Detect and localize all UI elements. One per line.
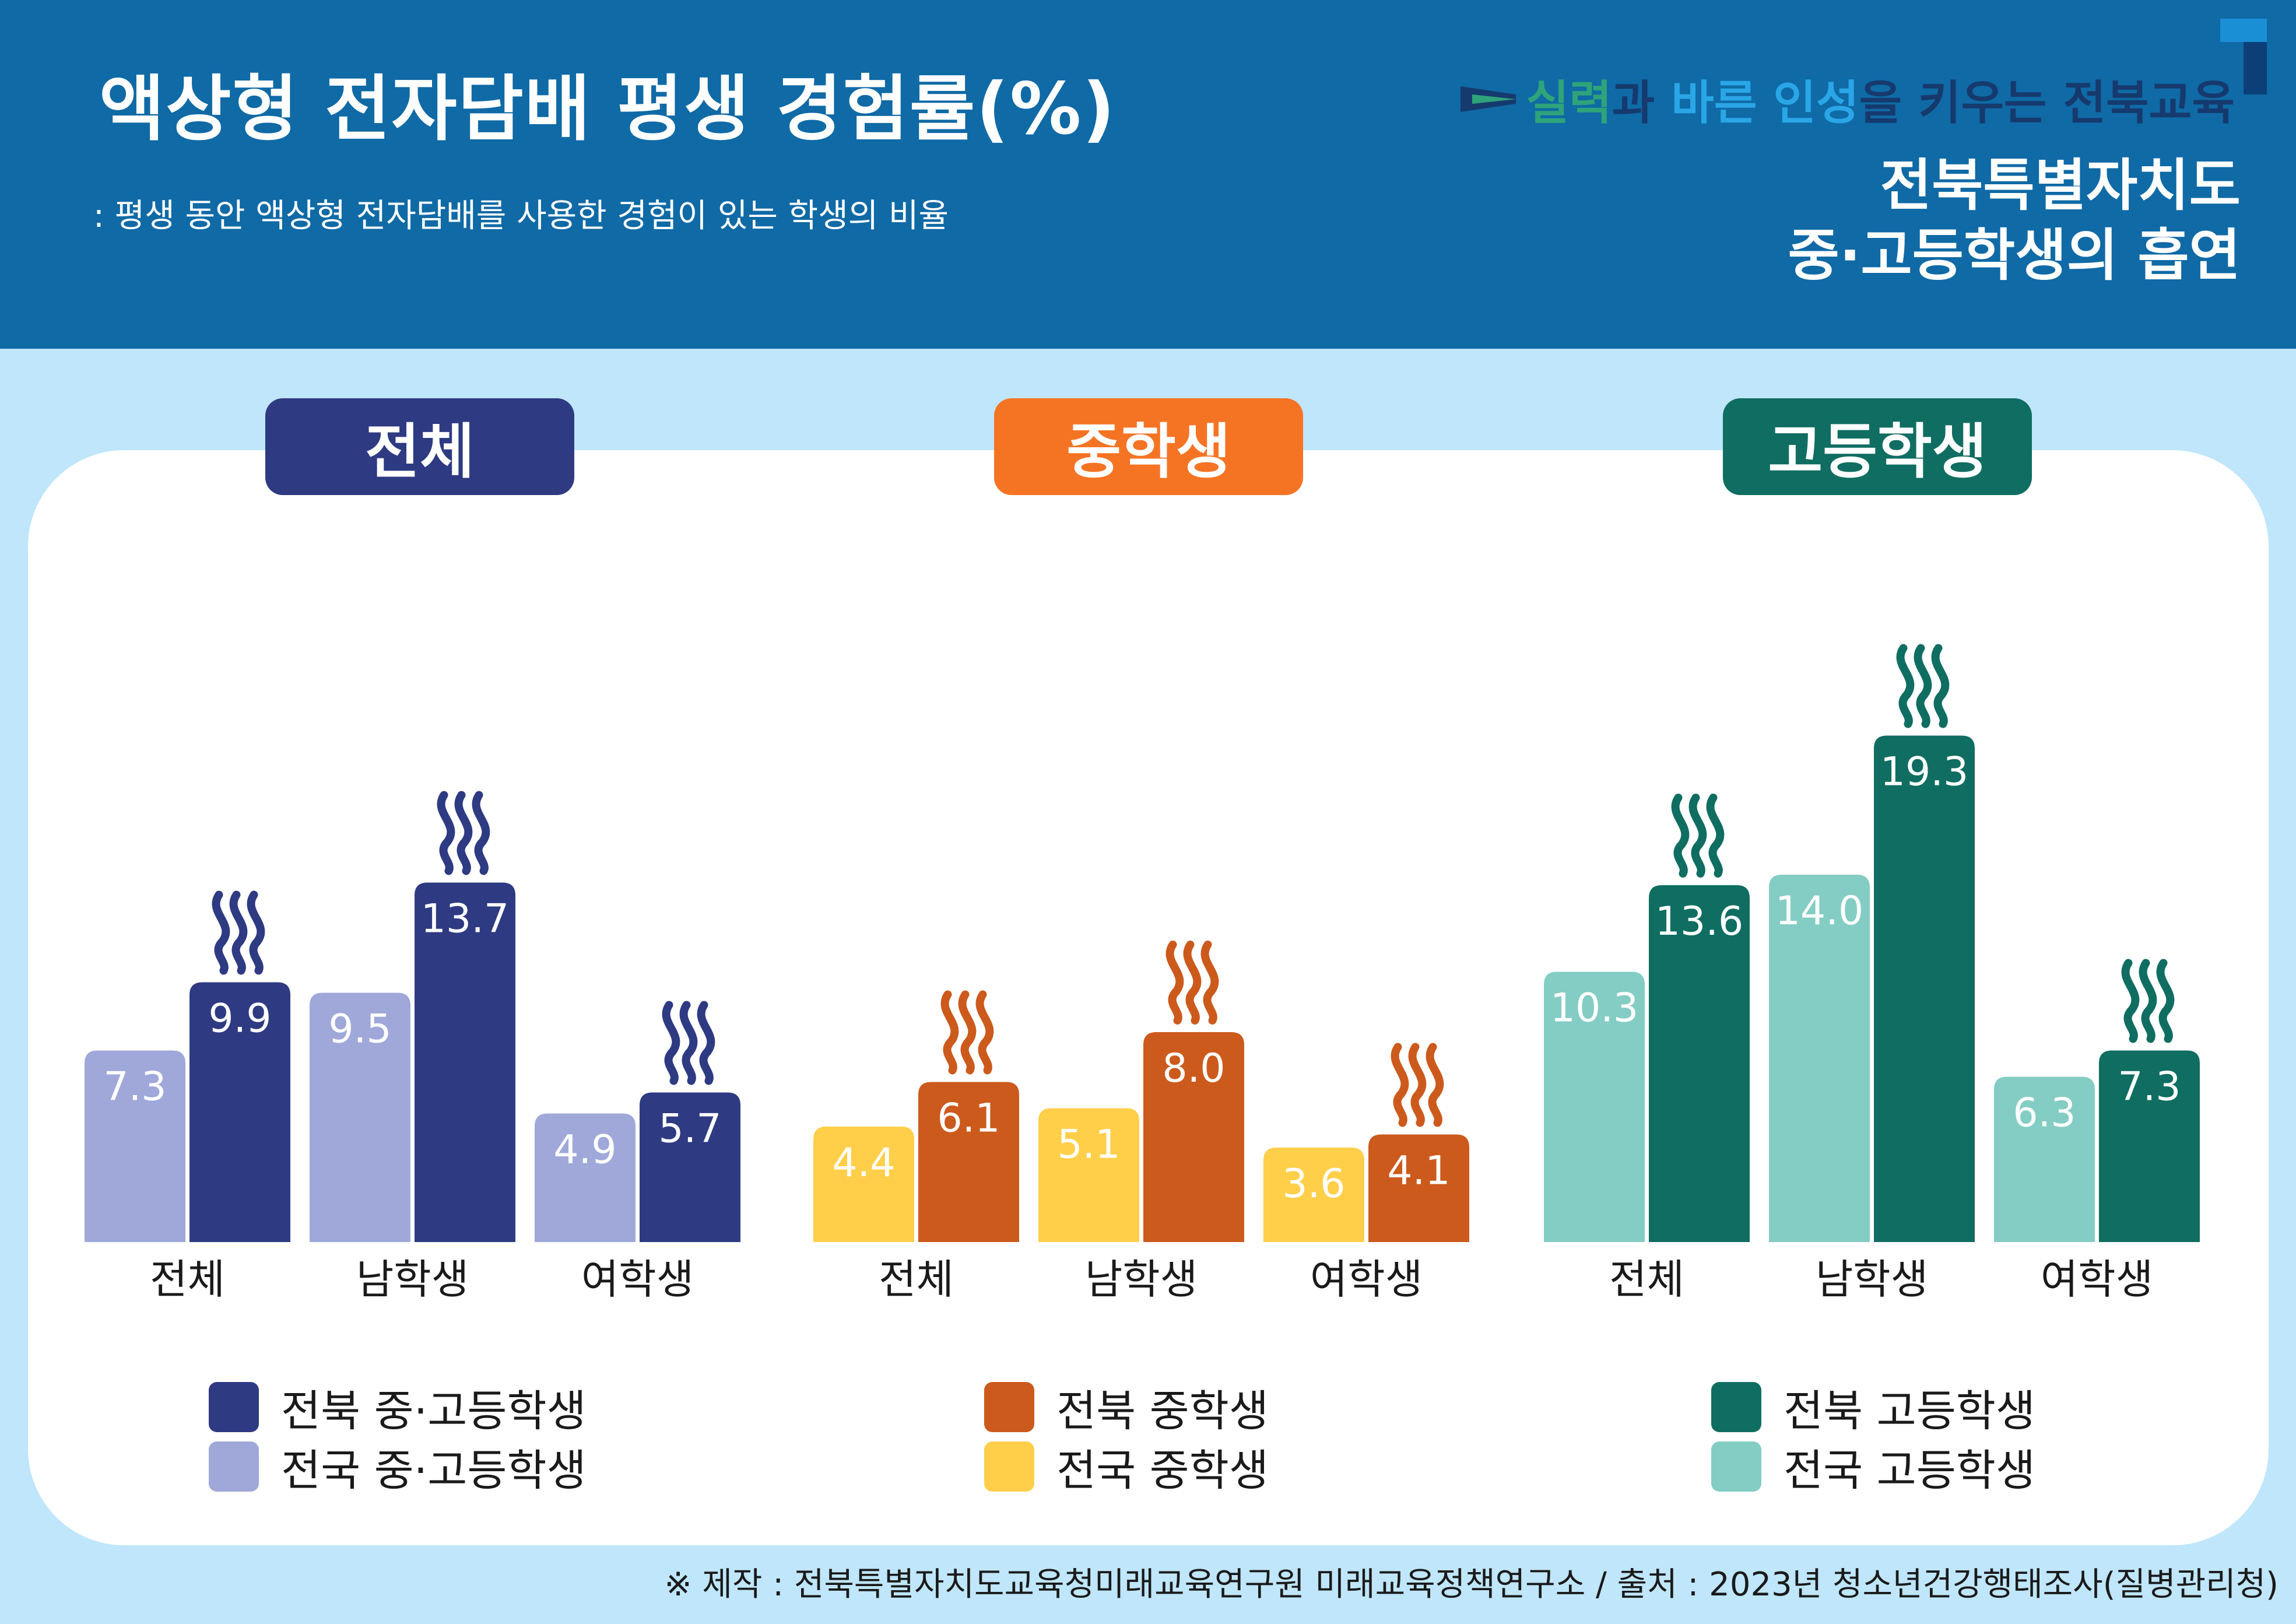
org-title-line-2: 중·고등학생의 흡연 xyxy=(1788,223,2241,288)
smoke-icon xyxy=(1896,644,1950,728)
category-tick-label: 여학생 xyxy=(1310,1255,1423,1303)
smoke-icon xyxy=(1391,1043,1444,1127)
group-title-high: 고등학생 xyxy=(1723,398,2032,495)
category-tick-label: 남학생 xyxy=(1085,1255,1198,1303)
bar-value-label: 5.7 xyxy=(658,1106,721,1152)
category-tick-label: 전체 xyxy=(879,1255,954,1303)
legend-item-jeonbuk: 전북 고등학생 xyxy=(1711,1377,2035,1437)
category-tick-label: 여학생 xyxy=(581,1255,694,1303)
legend-total: 전북 중·고등학생 전국 중·고등학생 xyxy=(209,1377,587,1496)
legend-swatch xyxy=(984,1382,1034,1432)
legend-label: 전북 중·고등학생 xyxy=(281,1386,587,1436)
bar-value-label: 5.1 xyxy=(1057,1122,1120,1168)
category-tick-label: 남학생 xyxy=(356,1255,469,1303)
smoke-icon xyxy=(437,791,490,875)
bar-value-label: 13.6 xyxy=(1655,899,1743,945)
bar-value-label: 14.0 xyxy=(1775,888,1863,934)
corner-flag-logo-icon xyxy=(2220,19,2267,94)
bar-male-jeonbuk xyxy=(415,882,515,1242)
slogan-part-3: 바른 인성 xyxy=(1671,76,1859,130)
category-tick-label: 전체 xyxy=(150,1255,225,1303)
bar-value-label: 3.6 xyxy=(1282,1161,1345,1207)
category-tick-label: 전체 xyxy=(1609,1255,1684,1303)
org-title-line-1: 전북특별자치도 xyxy=(1880,153,2241,218)
group-title-middle: 중학생 xyxy=(994,398,1303,495)
category-tick-label: 여학생 xyxy=(2041,1255,2153,1303)
bar-total-jeonbuk xyxy=(189,982,290,1242)
smoke-icon xyxy=(2121,959,2175,1043)
legend-item-national: 전국 중·고등학생 xyxy=(209,1437,587,1496)
bar-female-national xyxy=(1994,1076,2095,1242)
bar-value-label: 6.3 xyxy=(2013,1090,2076,1137)
bar-male-jeonbuk xyxy=(1143,1032,1244,1242)
legend-label: 전북 중학생 xyxy=(1056,1386,1269,1436)
slogan-part-2: 과 xyxy=(1612,76,1672,130)
slogan-part-1: 실력 xyxy=(1526,76,1612,130)
smoke-icon xyxy=(1165,941,1219,1025)
category-tick-label: 남학생 xyxy=(1816,1255,1928,1303)
legend-label: 전국 고등학생 xyxy=(1784,1445,2036,1496)
bar-value-label: 4.9 xyxy=(553,1127,616,1173)
bar-female-jeonbuk xyxy=(640,1092,740,1242)
bar-value-label: 7.3 xyxy=(103,1064,166,1110)
legend-middle: 전북 중학생 전국 중학생 xyxy=(984,1377,1269,1496)
bar-male-national xyxy=(1038,1108,1139,1242)
bar-male-national xyxy=(1769,875,1870,1242)
bar-total-jeonbuk xyxy=(918,1082,1019,1242)
bar-female-jeonbuk xyxy=(1368,1134,1469,1242)
bar-male-jeonbuk xyxy=(1874,735,1975,1242)
bar-total-national xyxy=(1544,971,1645,1242)
source-note: ※ 제작 : 전북특별자치도교육청미래교육연구원 미래교육정책연구소 / 출처 … xyxy=(664,1566,2279,1604)
bar-value-label: 4.4 xyxy=(832,1140,895,1186)
bar-value-label: 19.3 xyxy=(1880,749,1968,795)
flag-logo-icon xyxy=(1460,86,1516,112)
page-title: 액상형 전자담배 평생 경험률(%) xyxy=(99,68,1117,150)
group-title-total: 전체 xyxy=(265,398,574,495)
bar-value-label: 6.1 xyxy=(937,1096,1000,1142)
smoke-icon xyxy=(1671,794,1725,878)
smoke-icon xyxy=(940,990,994,1075)
bar-female-national xyxy=(535,1113,636,1242)
smoke-icon xyxy=(212,890,265,975)
legend-swatch xyxy=(209,1441,259,1492)
bar-total-jeonbuk xyxy=(1649,885,1750,1242)
legend-item-jeonbuk: 전북 중학생 xyxy=(984,1377,1269,1437)
bar-value-label: 9.5 xyxy=(328,1006,391,1053)
bar-total-national xyxy=(85,1050,185,1242)
legend-item-national: 전국 중학생 xyxy=(984,1437,1269,1496)
bar-value-label: 8.0 xyxy=(1162,1046,1225,1092)
legend-high: 전북 고등학생 전국 고등학생 xyxy=(1711,1377,2035,1496)
legend-swatch xyxy=(1711,1382,1761,1432)
bar-value-label: 7.3 xyxy=(2118,1064,2181,1110)
org-title: 전북특별자치도 중·고등학생의 흡연 xyxy=(1788,150,2241,290)
legend-item-jeonbuk: 전북 중·고등학생 xyxy=(209,1377,587,1437)
bar-value-label: 4.1 xyxy=(1387,1148,1450,1194)
bar-female-jeonbuk xyxy=(2099,1050,2200,1242)
bar-male-national xyxy=(310,992,410,1242)
page-subtitle: : 평생 동안 액상형 전자담배를 사용한 경험이 있는 학생의 비율 xyxy=(93,197,949,235)
bar-total-national xyxy=(813,1127,914,1242)
slogan-part-4: 을 키우는 전북교육 xyxy=(1859,76,2235,130)
legend-swatch xyxy=(1711,1441,1761,1492)
bar-value-label: 9.9 xyxy=(208,996,271,1042)
legend-label: 전국 중학생 xyxy=(1056,1445,1269,1496)
bar-value-label: 13.7 xyxy=(421,896,509,942)
legend-item-national: 전국 고등학생 xyxy=(1711,1437,2035,1496)
legend-label: 전북 고등학생 xyxy=(1784,1386,2036,1436)
legend-swatch xyxy=(209,1382,259,1432)
header-banner: 액상형 전자담배 평생 경험률(%) : 평생 동안 액상형 전자담배를 사용한… xyxy=(0,0,2296,349)
smoke-icon xyxy=(662,1001,715,1085)
bar-female-national xyxy=(1263,1148,1364,1242)
legend-swatch xyxy=(984,1441,1034,1492)
legend-label: 전국 중·고등학생 xyxy=(281,1445,587,1496)
slogan: 실력 과 바른 인성 을 키우는 전북교육 xyxy=(1460,65,2235,133)
bar-value-label: 10.3 xyxy=(1550,985,1638,1032)
